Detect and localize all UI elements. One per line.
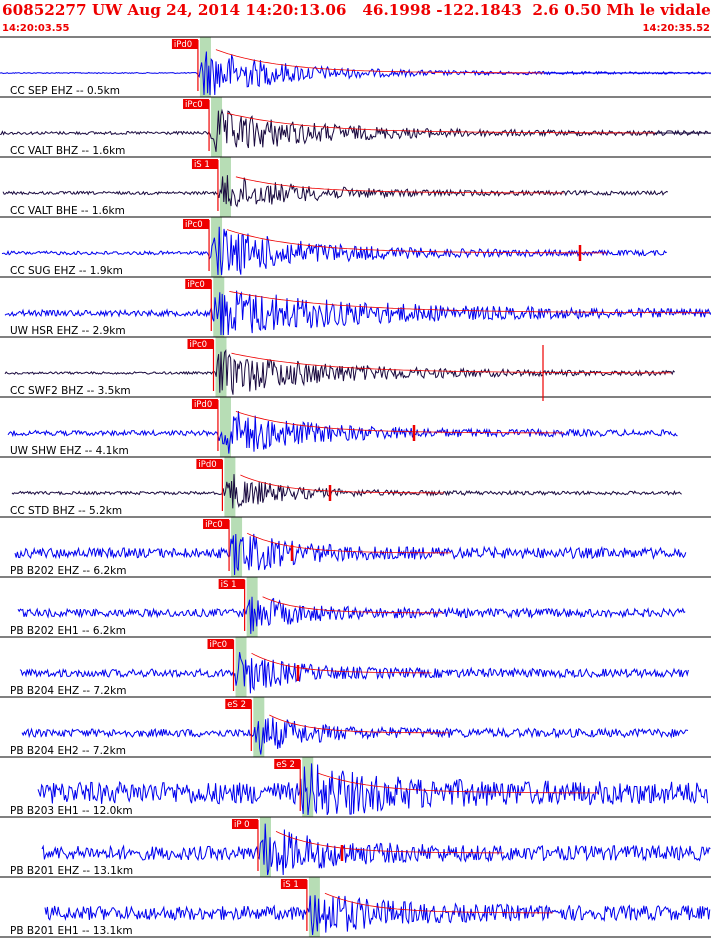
- station-label: PB B201 EH1 -- 13.1km: [10, 925, 133, 937]
- pick-label: iPc0: [210, 640, 228, 650]
- coda-envelope: [262, 596, 443, 614]
- coda-envelope: [251, 652, 432, 674]
- station-label: PB B203 EH1 -- 12.0km: [10, 805, 133, 817]
- pick-label: iS 1: [221, 580, 237, 590]
- pick-flag: [196, 459, 223, 469]
- coda-envelope: [235, 176, 564, 194]
- waveform: [7, 411, 678, 454]
- coda-envelope: [231, 352, 672, 374]
- pick-label: iPd0: [198, 460, 216, 470]
- pick-flag: [218, 579, 245, 589]
- coda-envelope: [229, 291, 710, 314]
- pick-window: [211, 217, 223, 277]
- seismogram-traces: [0, 51, 711, 936]
- waveform: [0, 108, 711, 152]
- pick-flag: [203, 519, 230, 529]
- station-label: CC VALT BHE -- 1.6km: [10, 205, 125, 217]
- station-label: CC SUG EHZ -- 1.9km: [10, 265, 123, 277]
- pick-label: iS 1: [194, 160, 210, 170]
- event-header: 60852277 UW Aug 24, 2014 14:20:13.06 46.…: [2, 1, 711, 19]
- pick-flag: [183, 219, 210, 229]
- coda-envelope: [246, 532, 452, 554]
- waveform: [21, 717, 689, 755]
- pick-label: iPc0: [185, 100, 203, 110]
- trace-dividers: [0, 36, 711, 938]
- pick-label: iPc0: [190, 340, 208, 350]
- station-label: UW HSR EHZ -- 2.9km: [10, 325, 126, 337]
- station-label: UW SHW EHZ -- 4.1km: [10, 445, 129, 457]
- waveform: [4, 349, 675, 395]
- pick-flag: [183, 99, 210, 109]
- station-label: PB B204 EH2 -- 7.2km: [10, 745, 126, 757]
- coda-envelope: [318, 772, 599, 794]
- pick-label: iPc0: [187, 280, 205, 290]
- pick-flag: [191, 399, 218, 409]
- pick-flag: [171, 39, 198, 49]
- station-label: CC STD BHZ -- 5.2km: [10, 505, 122, 517]
- waveform: [2, 175, 668, 208]
- station-label: PB B204 EHZ -- 7.2km: [10, 685, 126, 697]
- phase-picks: iPd0 iPc0 iS 1 iPc0 iPc0 iPc0 iPd0 iPd0 iPc0 iS 1…: [171, 39, 710, 931]
- coda-envelope: [269, 714, 450, 734]
- waveform: [41, 823, 711, 876]
- pick-label: iPc0: [185, 220, 203, 230]
- waveform: [37, 763, 709, 816]
- pick-window: [302, 757, 314, 817]
- station-label: CC SEP EHZ -- 0.5km: [10, 85, 120, 97]
- pick-window: [219, 397, 231, 457]
- waveform: [11, 474, 682, 509]
- station-label: PB B202 EHZ -- 6.2km: [10, 565, 126, 577]
- coda-envelope: [235, 411, 564, 434]
- pick-flag: [225, 699, 252, 709]
- coda-envelope: [227, 112, 656, 134]
- waveform: [14, 533, 687, 576]
- pick-label: iPd0: [174, 40, 192, 50]
- pick-label: eS 2: [276, 760, 295, 770]
- coda-envelope: [240, 474, 445, 494]
- pick-flag: [274, 759, 301, 769]
- pick-window: [259, 817, 271, 877]
- pick-flag: [231, 819, 258, 829]
- coda-envelope: [275, 831, 504, 854]
- end-time-label: 14:20:35.52: [642, 23, 710, 34]
- station-labels: CC SEP EHZ -- 0.5km CC VALT BHZ -- 1.6km C…: [10, 85, 133, 937]
- waveform: [17, 596, 686, 634]
- pick-label: iPd0: [194, 400, 212, 410]
- waveform: [44, 895, 711, 936]
- station-label: PB B201 EHZ -- 13.1km: [10, 865, 133, 877]
- pick-window: [235, 637, 247, 697]
- station-label: CC VALT BHZ -- 1.6km: [10, 145, 125, 157]
- pick-label: iPc0: [205, 520, 223, 530]
- waveform: [4, 290, 711, 336]
- pick-window: [211, 97, 223, 157]
- pick-flag: [207, 639, 234, 649]
- station-label: CC SWF2 BHZ -- 3.5km: [10, 385, 131, 397]
- coda-envelope: [324, 892, 553, 914]
- coda-envelope: [215, 49, 544, 74]
- pick-label: iS 1: [283, 880, 299, 890]
- pick-flag: [185, 279, 212, 289]
- start-time-label: 14:20:03.55: [2, 23, 70, 34]
- pick-flag: [187, 339, 214, 349]
- pick-flag: [280, 879, 307, 889]
- pick-flag: [191, 159, 218, 169]
- pick-label: iP 0: [234, 820, 250, 830]
- pick-label: eS 2: [227, 700, 246, 710]
- station-label: PB B202 EH1 -- 6.2km: [10, 625, 126, 637]
- coda-envelope: [226, 229, 608, 254]
